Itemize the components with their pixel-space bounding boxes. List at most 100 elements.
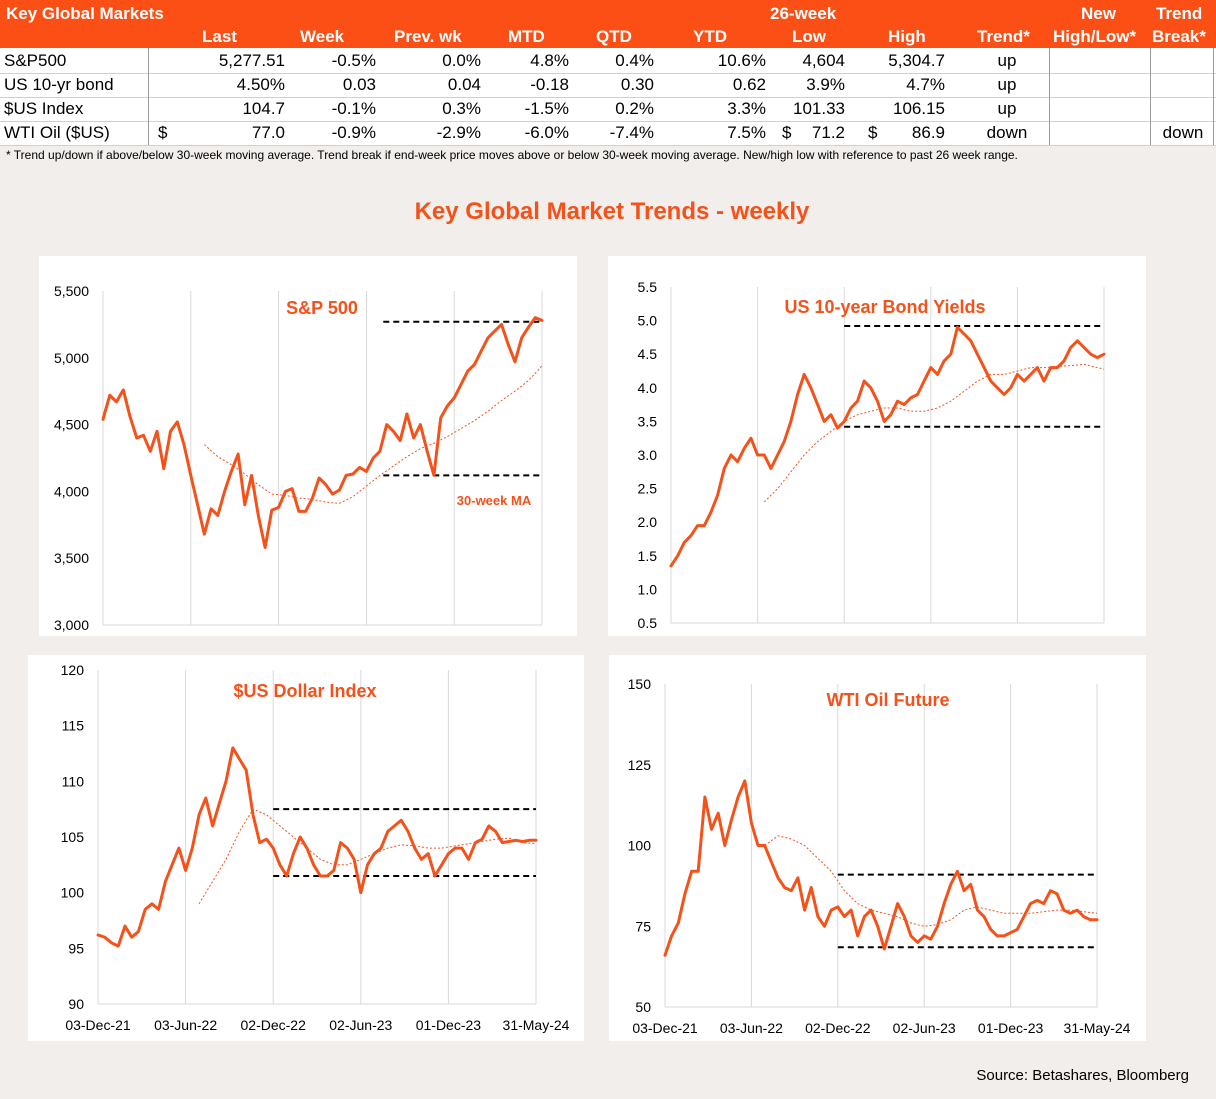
y-tick-label: 100 <box>628 838 652 854</box>
col-high: High <box>888 27 926 46</box>
row-divider <box>0 121 1216 122</box>
y-tick-label: 4.5 <box>638 346 658 362</box>
col-qtd: QTD <box>596 27 632 46</box>
cell-week: -0.5% <box>331 51 376 70</box>
column-divider <box>148 48 149 145</box>
usd-index-chart-panel: 03-Dec-21 03-Jun-22 02-Dec-22 02-Jun-23 01-D… <box>28 655 584 1041</box>
moving-average-line <box>203 365 543 504</box>
key-markets-table: Key Global Markets 26-week New Trend Las… <box>0 0 1216 146</box>
cell-week: -0.1% <box>331 99 376 118</box>
price-line <box>101 316 544 549</box>
x-tick-label: 02-Dec-22 <box>805 1020 871 1036</box>
cell-high: 106.15 <box>893 99 945 118</box>
y-tick-label: 95 <box>68 940 84 956</box>
column-divider <box>1049 48 1050 145</box>
col-trend: Trend* <box>977 27 1030 46</box>
cell-week: -0.9% <box>331 123 376 142</box>
y-tick-label: 3.5 <box>638 413 658 429</box>
wti-oil-chart-panel: 03-Dec-21 03-Jun-22 02-Dec-22 02-Jun-23 01-D… <box>609 655 1146 1041</box>
row-divider <box>0 97 1216 98</box>
price-line <box>669 325 1106 568</box>
col-week: Week <box>300 27 345 46</box>
cell-trend: down <box>986 123 1028 142</box>
cell-qtd: -7.4% <box>609 123 654 142</box>
table-title: Key Global Markets <box>6 4 164 23</box>
cell-currency-prefix: $ <box>158 123 168 142</box>
y-tick-label: 5.5 <box>638 279 658 295</box>
cell-mtd: -0.18 <box>530 75 569 94</box>
y-tick-label: 1.0 <box>638 581 658 597</box>
col-new-top: New <box>1081 4 1116 23</box>
x-tick-label: 03-Dec-21 <box>65 1017 131 1033</box>
sp500-chart: 3,000 3,500 4,000 4,500 5,000 5,500 S&P 500 30-… <box>54 283 544 633</box>
cell-low: 101.33 <box>793 99 845 118</box>
y-tick-label: 3,000 <box>54 617 89 633</box>
x-tick-label: 03-Jun-22 <box>154 1017 217 1033</box>
cell-last: 5,277.51 <box>218 51 285 70</box>
cell-low: 71.2 <box>811 123 845 142</box>
cell-last: 77.0 <box>251 123 285 142</box>
y-tick-label: 110 <box>62 773 85 789</box>
x-tick-label: 01-Dec-23 <box>978 1020 1044 1036</box>
x-tick-label: 01-Dec-23 <box>416 1017 482 1033</box>
y-tick-label: 5,000 <box>54 350 89 366</box>
y-tick-label: 100 <box>61 885 85 901</box>
y-tick-label: 125 <box>628 757 652 773</box>
y-tick-label: 4,000 <box>54 483 89 499</box>
chart-title: WTI Oil Future <box>827 690 950 710</box>
cell-last: 104.7 <box>242 99 285 118</box>
chart-title: $US Dollar Index <box>233 681 376 701</box>
bond-yield-chart-panel: 0.5 1.0 1.5 2.0 2.5 3.0 3.5 4.0 4.5 5.0 5.5 US 10-y… <box>608 256 1146 636</box>
column-divider <box>1213 48 1214 145</box>
y-tick-label: 3,500 <box>54 550 89 566</box>
y-tick-label: 5,500 <box>54 283 89 299</box>
cell-week: 0.03 <box>342 75 376 94</box>
x-tick-label: 31-May-24 <box>503 1017 570 1033</box>
cell-last: 4.50% <box>236 75 285 94</box>
cell-low: 4,604 <box>802 51 845 70</box>
y-tick-label: 2.5 <box>638 481 658 497</box>
cell-low: 3.9% <box>806 75 845 94</box>
wti-oil-chart: 03-Dec-21 03-Jun-22 02-Dec-22 02-Jun-23 01-D… <box>628 676 1131 1036</box>
cell-trend-break: down <box>1162 123 1204 142</box>
main-title: Key Global Market Trends - weekly <box>414 198 810 225</box>
y-tick-label: 115 <box>62 718 85 734</box>
x-tick-label: 02-Jun-23 <box>329 1017 392 1033</box>
x-tick-label: 02-Jun-23 <box>893 1020 956 1036</box>
y-tick-label: 90 <box>68 996 84 1012</box>
col-new-bottom: High/Low* <box>1053 27 1137 46</box>
cell-name: WTI Oil ($US) <box>4 123 110 142</box>
y-tick-label: 150 <box>628 676 652 692</box>
cell-high: 5,304.7 <box>888 51 945 70</box>
usd-index-chart: 03-Dec-21 03-Jun-22 02-Dec-22 02-Jun-23 01-D… <box>61 662 570 1033</box>
bond-yield-chart: 0.5 1.0 1.5 2.0 2.5 3.0 3.5 4.0 4.5 5.0 5.5 US 10-y… <box>638 279 1106 631</box>
y-tick-label: 2.0 <box>638 514 658 530</box>
price-line <box>663 779 1099 957</box>
y-tick-label: 5.0 <box>638 313 658 329</box>
cell-qtd: 0.30 <box>620 75 654 94</box>
sp500-chart-panel: 3,000 3,500 4,000 4,500 5,000 5,500 S&P 500 30-… <box>39 256 577 636</box>
x-tick-label: 31-May-24 <box>1064 1020 1131 1036</box>
column-divider <box>1150 48 1151 145</box>
cell-qtd: 0.2% <box>615 99 654 118</box>
col-last: Last <box>202 27 237 46</box>
y-tick-label: 50 <box>635 999 651 1015</box>
y-tick-label: 75 <box>635 918 651 934</box>
y-tick-label: 105 <box>61 829 85 845</box>
cell-currency-prefix: $ <box>782 123 792 142</box>
moving-average-line <box>198 808 537 905</box>
y-tick-label: 0.5 <box>638 615 658 631</box>
row-divider <box>0 73 1216 74</box>
cell-trend: up <box>997 99 1017 118</box>
cell-ytd: 3.3% <box>727 99 766 118</box>
chart-title: US 10-year Bond Yields <box>784 297 985 317</box>
cell-ytd: 10.6% <box>717 51 766 70</box>
cell-high: 4.7% <box>906 75 945 94</box>
cell-trend: up <box>997 51 1017 70</box>
y-tick-label: 120 <box>61 662 85 678</box>
cell-mtd: -6.0% <box>524 123 569 142</box>
group-header-26-week: 26-week <box>770 4 837 23</box>
x-tick-label: 02-Dec-22 <box>241 1017 307 1033</box>
cell-prev-wk: 0.0% <box>442 51 481 70</box>
cell-mtd: -1.5% <box>524 99 569 118</box>
